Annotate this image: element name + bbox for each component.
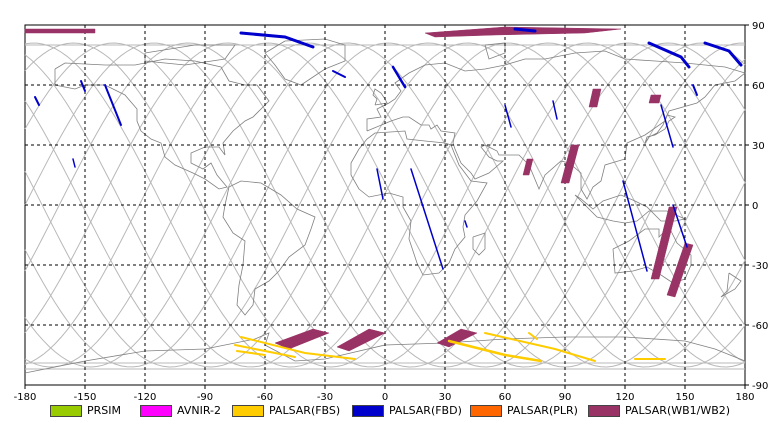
coastline [612, 226, 692, 284]
coastline [54, 58, 270, 190]
swath-palsar-wb [24, 28, 96, 34]
swath-palsar-fbd [104, 84, 122, 126]
lat-tick-label: 0 [752, 201, 758, 212]
swath-palsar-fbd [80, 80, 86, 92]
lat-tick-label: -90 [752, 381, 768, 392]
swath-palsar-wb [560, 144, 580, 184]
legend-item-palsar-wb: PALSAR(WB1/WB2) [588, 404, 730, 417]
swath-palsar-fbd [391, 65, 407, 89]
legend: PRSIM AVNIR-2 PALSAR(FBS) PALSAR(FBD) PA… [0, 400, 770, 424]
swath-palsar-wb [666, 242, 694, 298]
lon-tick-label: 150 [675, 392, 694, 403]
legend-swatch-palsar-fbs [232, 404, 264, 417]
legend-item-avnir2: AVNIR-2 [140, 404, 221, 417]
swath-palsar-fbd [660, 104, 674, 148]
coastlines [24, 38, 746, 374]
lat-tick-label: -60 [752, 321, 768, 332]
swath-palsar-wb [522, 158, 534, 176]
lon-tick-label: -150 [74, 392, 97, 403]
swath-palsar-fbs [447, 339, 543, 363]
observation-swaths [24, 26, 743, 363]
coastline [720, 272, 742, 298]
lon-tick-label: -120 [134, 392, 157, 403]
swath-palsar-fbd [410, 168, 444, 270]
coastline [222, 180, 316, 316]
coastline [372, 88, 388, 106]
swath-palsar-fbd [239, 31, 315, 49]
legend-swatch-palsar-plr [470, 404, 502, 417]
swath-palsar-wb [588, 88, 602, 108]
lat-tick-label: 90 [752, 21, 765, 32]
swath-palsar-fbs [236, 350, 266, 356]
swath-palsar-fbd [464, 220, 468, 228]
legend-label-palsar-plr: PALSAR(PLR) [507, 404, 578, 417]
swath-palsar-fbd [692, 84, 698, 96]
lon-tick-label: -180 [14, 392, 37, 403]
legend-item-palsar-fbd: PALSAR(FBD) [352, 404, 462, 417]
lon-tick-label: -60 [257, 392, 273, 403]
swath-palsar-wb [648, 94, 662, 104]
swath-palsar-fbd [672, 204, 688, 248]
legend-label-prsim: PRSIM [87, 404, 121, 417]
legend-item-palsar-fbs: PALSAR(FBS) [232, 404, 340, 417]
legend-item-palsar-plr: PALSAR(PLR) [470, 404, 578, 417]
lon-tick-label: -90 [197, 392, 213, 403]
swath-palsar-fbd [622, 180, 648, 272]
swath-palsar-fbs [528, 332, 538, 340]
swath-palsar-fbd [552, 100, 558, 120]
swath-palsar-fbd [703, 41, 743, 67]
coastline [264, 38, 346, 86]
legend-label-palsar-wb: PALSAR(WB1/WB2) [625, 404, 731, 417]
coastline [574, 194, 687, 224]
lon-tick-label: 90 [559, 392, 572, 403]
lat-tick-label: 30 [752, 141, 765, 152]
lat-tick-label: 60 [752, 81, 765, 92]
graticule [25, 25, 745, 385]
legend-swatch-palsar-fbd [352, 404, 384, 417]
legend-swatch-avnir2 [140, 404, 172, 417]
coastline [366, 50, 746, 200]
swath-palsar-wb [424, 26, 622, 38]
swath-palsar-wb [336, 328, 386, 352]
swath-palsar-wb [436, 328, 478, 348]
swath-palsar-fbd [72, 158, 76, 168]
lat-tick-label: -30 [752, 261, 768, 272]
swath-palsar-fbd [647, 41, 691, 69]
legend-swatch-prsim [50, 404, 82, 417]
lon-tick-label: 0 [382, 392, 388, 403]
swath-palsar-fbd [376, 168, 384, 200]
lon-tick-label: 30 [439, 392, 452, 403]
legend-label-palsar-fbs: PALSAR(FBS) [269, 404, 341, 417]
swath-palsar-fbd [513, 27, 537, 33]
swath-palsar-fbd [34, 96, 40, 106]
coastline [484, 42, 506, 60]
swath-palsar-fbs [234, 344, 296, 358]
swath-palsar-fbs [240, 336, 356, 360]
coastline [24, 332, 746, 374]
legend-label-avnir2: AVNIR-2 [177, 404, 221, 417]
swath-palsar-fbs [484, 332, 596, 362]
lon-tick-label: -30 [317, 392, 333, 403]
lon-tick-label: 180 [735, 392, 754, 403]
legend-swatch-palsar-wb [588, 404, 620, 417]
coastline [644, 114, 676, 144]
swath-palsar-fbd [504, 104, 512, 128]
axis-ticks: -180 -150 -120 -90 -60 -30 0 30 60 90 120 150 180 90 6… [14, 21, 769, 403]
lon-tick-label: 120 [615, 392, 634, 403]
lon-tick-label: 60 [499, 392, 512, 403]
legend-label-palsar-fbd: PALSAR(FBD) [389, 404, 462, 417]
swath-palsar-fbd [332, 70, 346, 78]
legend-item-prsim: PRSIM [50, 404, 121, 417]
coastline [472, 232, 486, 256]
